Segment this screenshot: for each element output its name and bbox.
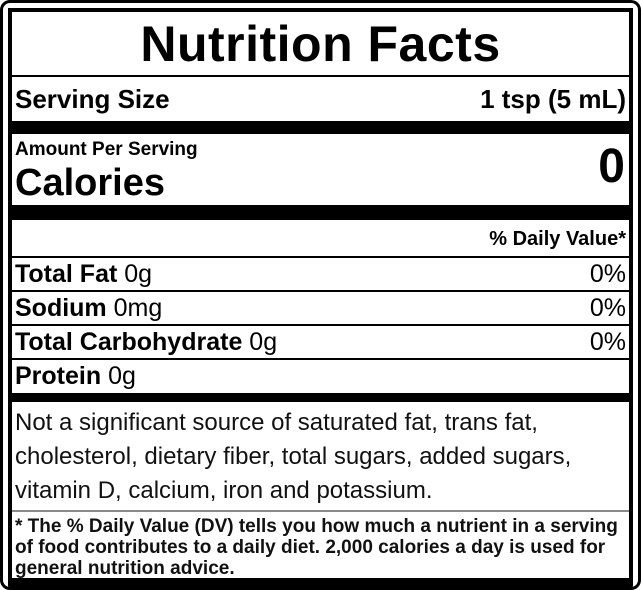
nutrient-row-total-carbohydrate: Total Carbohydrate 0g 0%: [12, 326, 629, 360]
nutrient-name-and-amount: Total Fat 0g: [15, 261, 152, 287]
not-significant-source-text: Not a significant source of saturated fa…: [15, 409, 572, 504]
daily-value-header: % Daily Value*: [489, 228, 626, 250]
serving-size-value: 1 tsp (5 mL): [480, 84, 626, 114]
nutrition-facts-panel: Nutrition Facts Serving Size 1 tsp (5 mL…: [8, 8, 633, 587]
nutrient-amount: 0g: [249, 328, 278, 356]
calories-value: 0: [598, 140, 625, 193]
nutrient-row-sodium: Sodium 0mg 0%: [12, 292, 629, 326]
label-title: Nutrition Facts: [140, 16, 501, 72]
nutrient-name: Total Carbohydrate: [15, 328, 243, 356]
serving-size-label: Serving Size: [15, 84, 170, 114]
nutrient-name-and-amount: Protein 0g: [15, 363, 136, 389]
nutrient-amount: 0mg: [113, 294, 163, 322]
calories-section: Amount Per Serving Calories 0: [12, 134, 629, 205]
thick-divider-bar: [12, 121, 629, 134]
divider-above-footnote: [12, 510, 629, 512]
nutrient-name-and-amount: Sodium 0mg: [15, 295, 162, 321]
calories-label: Calories: [15, 162, 165, 204]
nutrient-name-and-amount: Total Carbohydrate 0g: [15, 329, 277, 355]
amount-per-serving-label: Amount Per Serving: [15, 139, 198, 160]
nutrient-daily-value: 0%: [589, 294, 626, 322]
nutrient-daily-value: 0%: [589, 260, 626, 288]
divider-under-title: [12, 75, 629, 77]
nutrient-amount: 0g: [124, 260, 153, 288]
medium-divider-bar: [12, 393, 629, 402]
nutrient-name: Sodium: [15, 294, 107, 322]
serving-size-row: Serving Size 1 tsp (5 mL): [12, 77, 629, 121]
nutrient-amount: 0g: [108, 362, 136, 390]
nutrient-row-total-fat: Total Fat 0g 0%: [12, 258, 629, 292]
daily-value-footnote: * The % Daily Value (DV) tells you how m…: [15, 516, 618, 579]
nutrient-name: Total Fat: [15, 260, 118, 288]
nutrient-row-protein: Protein 0g: [12, 360, 629, 393]
nutrient-name: Protein: [15, 362, 102, 390]
nutrient-daily-value: 0%: [589, 328, 626, 356]
divider: [12, 256, 629, 258]
thick-divider-bar: [12, 205, 629, 220]
